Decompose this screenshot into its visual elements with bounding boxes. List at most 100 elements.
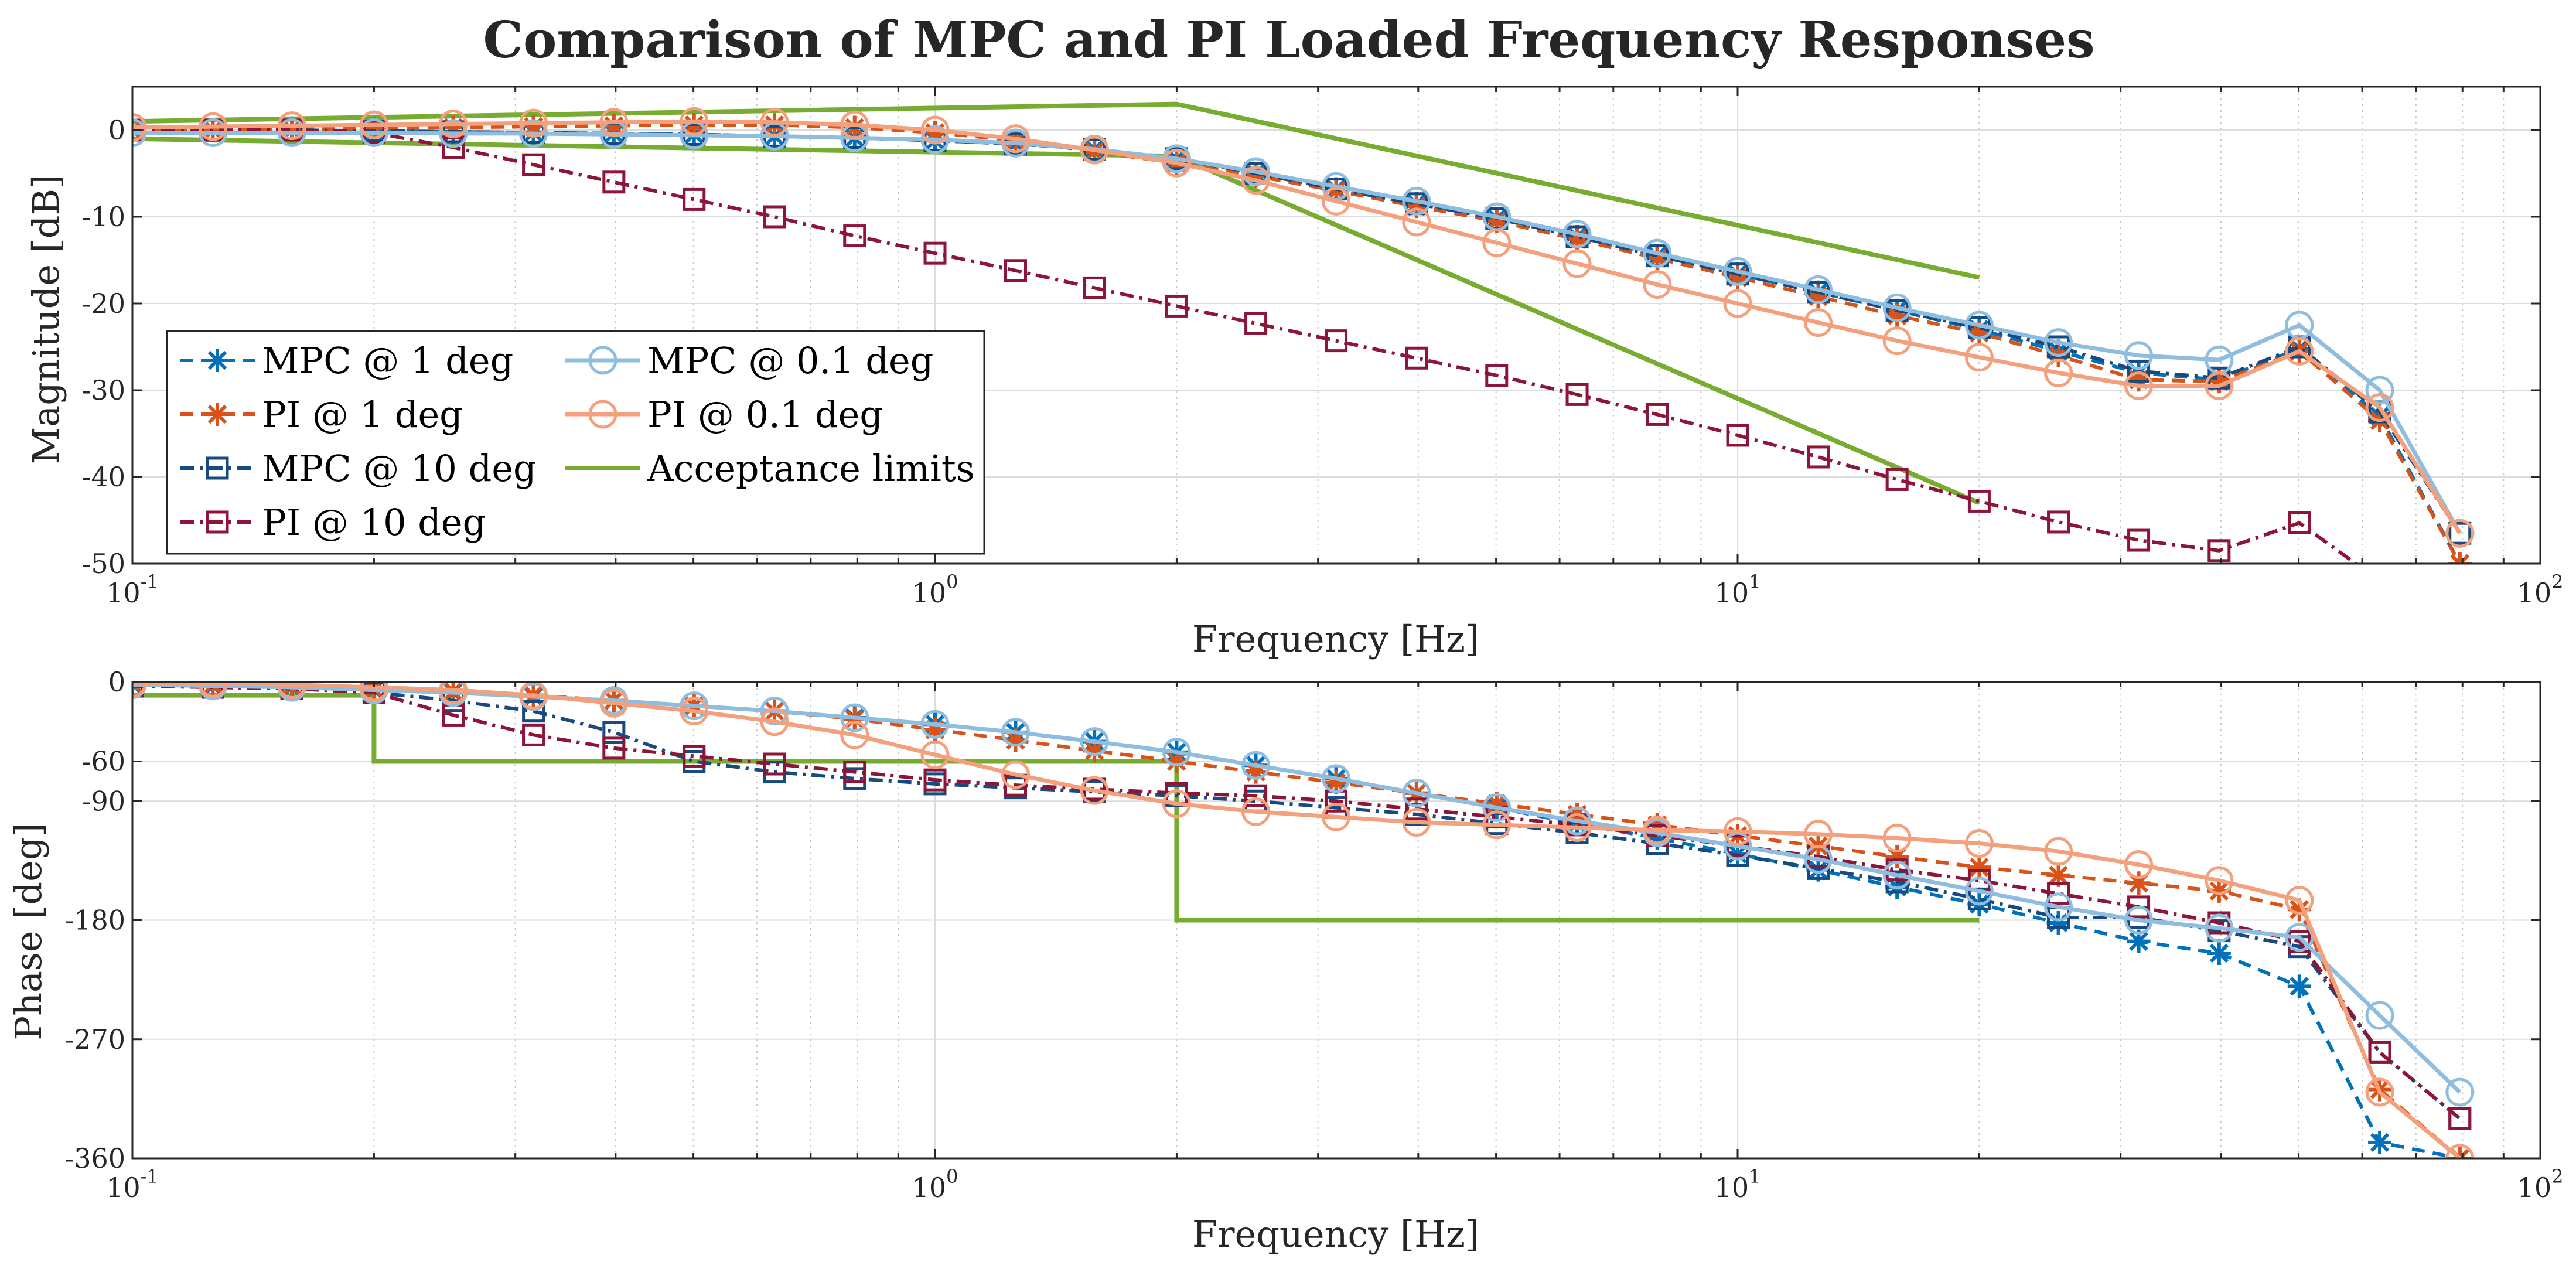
phase-point-pi-at-0-1-deg <box>1241 797 1271 826</box>
magnitude-point-pi-at-10-deg <box>1405 346 1428 370</box>
magnitude-point-mpc-at-0-1-deg <box>519 119 548 148</box>
phase-y-tick-label: -360 <box>65 1143 125 1174</box>
magnitude-point-pi-at-0-1-deg <box>1562 249 1592 278</box>
magnitude-point-pi-at-10-deg <box>1004 259 1028 282</box>
magnitude-point-pi-at-0-1-deg <box>2044 358 2073 387</box>
phase-point-pi-at-0-1-deg <box>2205 866 2234 895</box>
phase-point-pi-at-10-deg <box>923 768 947 792</box>
legend-label-pi-at-0-1-deg: PI @ 0.1 deg <box>647 393 883 436</box>
magnitude-point-pi-at-0-1-deg <box>1482 228 1512 257</box>
phase-point-pi-at-10-deg <box>843 761 866 784</box>
magnitude-x-tick-label: 100 <box>912 571 958 609</box>
phase-point-pi-at-10-deg <box>1244 784 1268 807</box>
legend-marker-pi-at-1-deg <box>206 403 229 426</box>
phase-x-tick-label: 101 <box>1715 1165 1761 1203</box>
phase-axes: 10-1 100 101 102-360-270-180-90-600 <box>65 666 2564 1203</box>
phase-point-pi-at-0-1-deg <box>1964 829 1994 858</box>
magnitude-point-pi-at-10-deg <box>1726 424 1749 447</box>
magnitude-point-mpc-at-0-1-deg <box>2044 328 2073 357</box>
phase-point-pi-at-0-1-deg <box>2124 850 2154 879</box>
magnitude-point-pi-at-0-1-deg <box>199 112 228 141</box>
phase-point-mpc-at-0-1-deg <box>2124 906 2154 935</box>
magnitude-point-pi-at-0-1-deg <box>1162 148 1191 178</box>
magnitude-point-pi-at-1-deg <box>2448 552 2472 564</box>
legend-label-acceptance-limits: Acceptance limits <box>647 447 975 490</box>
legend-entry-pi-at-0-1-deg: PI @ 0.1 deg <box>565 393 883 436</box>
magnitude-point-mpc-at-10-deg <box>2448 521 2472 545</box>
magnitude-axes-box <box>131 86 2541 565</box>
phase-point-mpc-at-0-1-deg <box>840 703 869 732</box>
legend-label-pi-at-1-deg: PI @ 1 deg <box>262 393 463 436</box>
magnitude-point-pi-at-0-1-deg <box>1643 270 1672 299</box>
phase-point-pi-at-0-1-deg <box>1402 807 1431 837</box>
magnitude-xlabel: Frequency [Hz] <box>1192 618 1479 660</box>
magnitude-point-pi-at-10-deg <box>923 241 947 265</box>
magnitude-point-pi-at-10-deg <box>1807 445 1830 469</box>
magnitude-y-tick-label: -40 <box>82 461 125 493</box>
legend-marker-mpc-at-1-deg <box>206 349 229 372</box>
magnitude-point-pi-at-0-1-deg <box>1080 135 1109 165</box>
magnitude-point-pi-at-10-deg <box>1165 294 1188 318</box>
magnitude-point-pi-at-10-deg <box>2047 510 2070 534</box>
magnitude-x-tick-label: 102 <box>2517 571 2564 609</box>
phase-y-tick-label: -60 <box>82 746 125 777</box>
phase-point-pi-at-0-1-deg <box>1482 810 1512 840</box>
magnitude-point-mpc-at-0-1-deg <box>1241 157 1271 186</box>
phase-point-pi-at-0-1-deg <box>599 688 629 718</box>
phase-point-pi-at-0-1-deg <box>2044 837 2073 866</box>
phase-point-mpc-at-0-1-deg <box>1882 861 1912 890</box>
phase-point-mpc-at-0-1-deg <box>1080 727 1109 756</box>
magnitude-point-pi-at-0-1-deg <box>519 108 548 138</box>
magnitude-point-mpc-at-0-1-deg <box>439 119 468 148</box>
magnitude-point-pi-at-0-1-deg <box>2365 393 2394 422</box>
legend-marker-mpc-at-0-1-deg <box>588 346 617 375</box>
magnitude-point-pi-at-10-deg <box>1885 468 1909 491</box>
magnitude-point-pi-at-10-deg <box>1244 312 1268 335</box>
phase-y-tick-label: -90 <box>82 785 125 817</box>
magnitude-point-mpc-at-0-1-deg <box>920 125 950 154</box>
magnitude-point-mpc-at-10-deg <box>2127 359 2151 383</box>
legend-box <box>166 330 985 555</box>
legend-entry-acceptance-limits: Acceptance limits <box>565 447 975 490</box>
phase-point-pi-at-10-deg <box>2127 895 2151 919</box>
magnitude-line-pi-at-10-deg <box>132 128 2359 564</box>
phase-x-tick-label: 100 <box>912 1165 958 1203</box>
phase-point-pi-at-10-deg <box>2207 911 2231 935</box>
magnitude-point-pi-at-10-deg <box>1083 276 1106 299</box>
magnitude-point-pi-at-0-1-deg <box>1964 343 1994 372</box>
magnitude-point-pi-at-0-1-deg <box>1241 166 1271 195</box>
phase-point-mpc-at-10-deg <box>522 700 545 723</box>
phase-point-pi-at-10-deg <box>1405 797 1428 821</box>
phase-line-mpc-at-10-deg <box>132 684 2461 1120</box>
magnitude-point-pi-at-10-deg <box>843 224 866 248</box>
magnitude-point-pi-at-0-1-deg <box>439 110 468 139</box>
phase-point-pi-at-0-1-deg <box>2365 1077 2394 1107</box>
phase-point-mpc-at-0-1-deg <box>2285 923 2314 952</box>
phase-point-pi-at-0-1-deg <box>840 720 869 749</box>
magnitude-point-mpc-at-0-1-deg <box>277 118 306 147</box>
phase-point-pi-at-10-deg <box>2047 882 2070 905</box>
phase-point-pi-at-0-1-deg <box>1322 802 1351 831</box>
phase-point-pi-at-0-1-deg <box>2445 1144 2475 1158</box>
phase-point-mpc-at-0-1-deg <box>2205 913 2234 943</box>
magnitude-point-pi-at-10-deg <box>2288 511 2311 534</box>
magnitude-line-mpc-at-10-deg <box>132 128 2462 534</box>
magnitude-point-mpc-at-0-1-deg <box>359 118 388 147</box>
legend-entry-pi-at-10-deg: PI @ 10 deg <box>180 501 486 544</box>
magnitude-point-pi-at-0-1-deg <box>359 110 388 139</box>
legend-label-mpc-at-1-deg: MPC @ 1 deg <box>262 339 513 382</box>
magnitude-point-pi-at-0-1-deg <box>1804 308 1833 337</box>
magnitude-point-pi-at-0-1-deg <box>920 115 950 145</box>
figure-title: Comparison of MPC and PI Loaded Frequenc… <box>483 11 2095 70</box>
phase-point-mpc-at-0-1-deg <box>1241 751 1271 780</box>
phase-y-tick-label: -180 <box>65 905 125 936</box>
phase-point-pi-at-0-1-deg <box>1080 776 1109 805</box>
phase-point-mpc-at-0-1-deg <box>1162 738 1191 767</box>
magnitude-point-pi-at-0-1-deg <box>1402 207 1431 237</box>
phase-point-pi-at-0-1-deg <box>1723 817 1752 846</box>
legend-marker-pi-at-10-deg <box>206 510 229 534</box>
phase-point-mpc-at-1-deg <box>2287 974 2311 998</box>
magnitude-point-pi-at-10-deg <box>1485 364 1509 387</box>
magnitude-y-tick-label: -20 <box>82 288 125 319</box>
magnitude-point-mpc-at-0-1-deg <box>1964 311 1994 340</box>
